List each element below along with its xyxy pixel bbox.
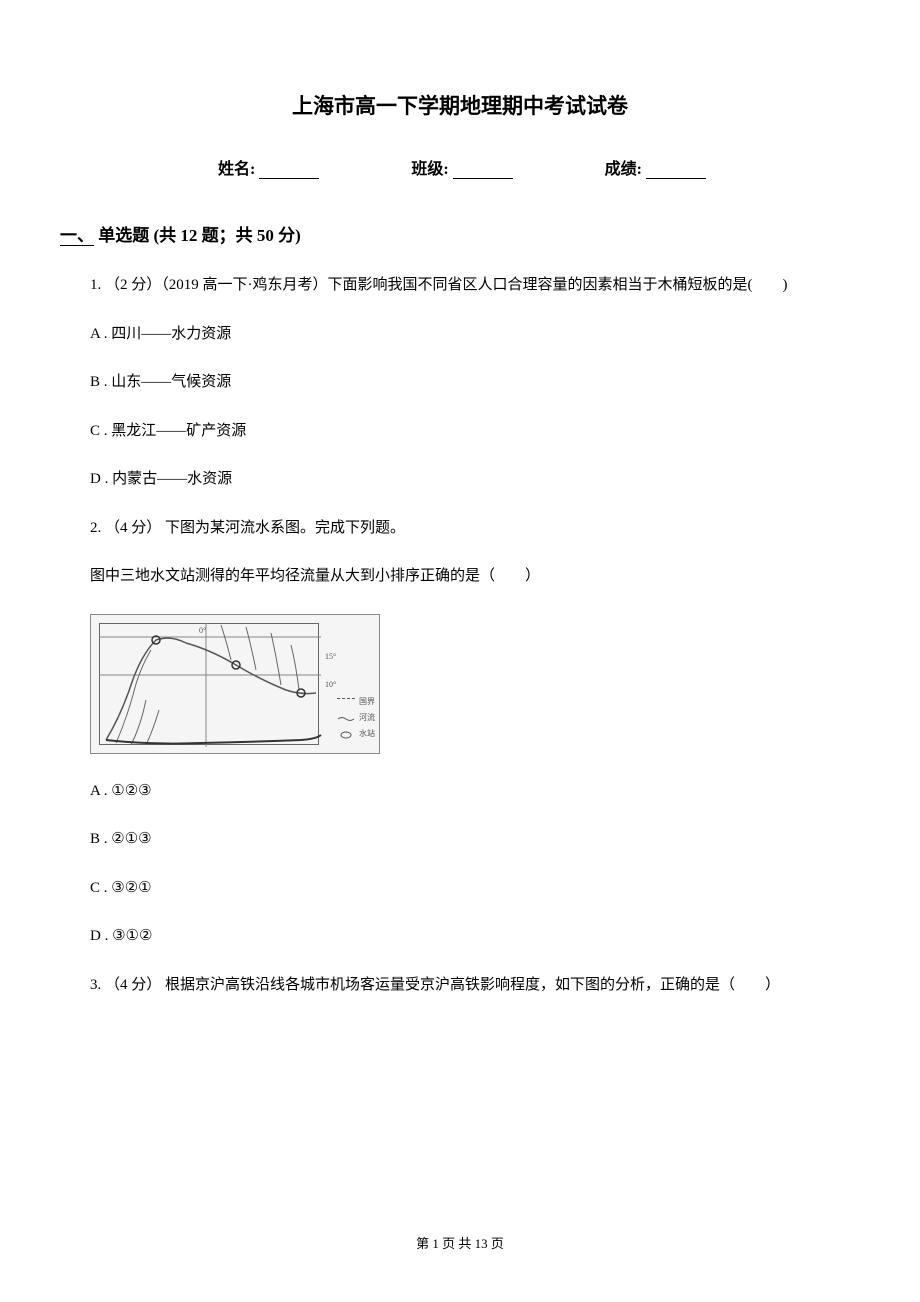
section-1-header: 一、 单选题 (共 12 题；共 50 分) <box>60 221 860 246</box>
legend-border: 国界 <box>359 695 375 709</box>
section-prefix: 一、 <box>60 226 94 245</box>
q2-text: 2. （4 分） 下图为某河流水系图。完成下列题。 <box>90 517 860 540</box>
q1-option-c[interactable]: C . 黑龙江——矿产资源 <box>90 420 860 443</box>
q1-option-b[interactable]: B . 山东——气候资源 <box>90 371 860 394</box>
name-blank[interactable] <box>259 163 319 179</box>
q3-text: 3. （4 分） 根据京沪高铁沿线各城市机场客运量受京沪高铁影响程度，如下图的分… <box>90 974 860 997</box>
name-label: 姓名: <box>218 161 255 178</box>
legend-station: 水站 <box>359 727 375 741</box>
score-blank[interactable] <box>646 163 706 179</box>
question-1: 1. （2 分）（2019 高一下·鸡东月考）下面影响我国不同省区人口合理容量的… <box>90 274 860 491</box>
q1-option-a[interactable]: A . 四川——水力资源 <box>90 323 860 346</box>
exam-title: 上海市高一下学期地理期中考试试卷 <box>60 90 860 120</box>
class-label: 班级: <box>411 161 448 178</box>
svg-text:15°: 15° <box>325 652 336 661</box>
question-2: 2. （4 分） 下图为某河流水系图。完成下列题。 图中三地水文站测得的年平均径… <box>90 517 860 948</box>
map-legend: 国界 河流 水站 <box>337 695 375 743</box>
score-label: 成绩: <box>605 161 642 178</box>
student-info-row: 姓名: 班级: 成绩: <box>60 155 860 179</box>
svg-text:10°: 10° <box>325 680 336 689</box>
page-footer: 第 1 页 共 13 页 <box>0 1233 920 1252</box>
class-blank[interactable] <box>453 163 513 179</box>
legend-river: 河流 <box>359 711 375 725</box>
section-title: 单选题 (共 12 题；共 50 分) <box>98 226 301 245</box>
q2-option-c[interactable]: C . ③②① <box>90 877 860 900</box>
q1-option-d[interactable]: D . 内蒙古——水资源 <box>90 468 860 491</box>
q2-subtext: 图中三地水文站测得的年平均径流量从大到小排序正确的是（ ） <box>90 565 860 588</box>
q2-option-d[interactable]: D . ③①② <box>90 925 860 948</box>
question-3: 3. （4 分） 根据京沪高铁沿线各城市机场客运量受京沪高铁影响程度，如下图的分… <box>90 974 860 997</box>
svg-text:0°: 0° <box>199 626 206 635</box>
q2-option-a[interactable]: A . ①②③ <box>90 780 860 803</box>
river-map-figure: 15° 10° 0° 国界 河流 水站 <box>90 614 380 754</box>
q2-option-b[interactable]: B . ②①③ <box>90 828 860 851</box>
q1-text: 1. （2 分）（2019 高一下·鸡东月考）下面影响我国不同省区人口合理容量的… <box>90 274 860 297</box>
